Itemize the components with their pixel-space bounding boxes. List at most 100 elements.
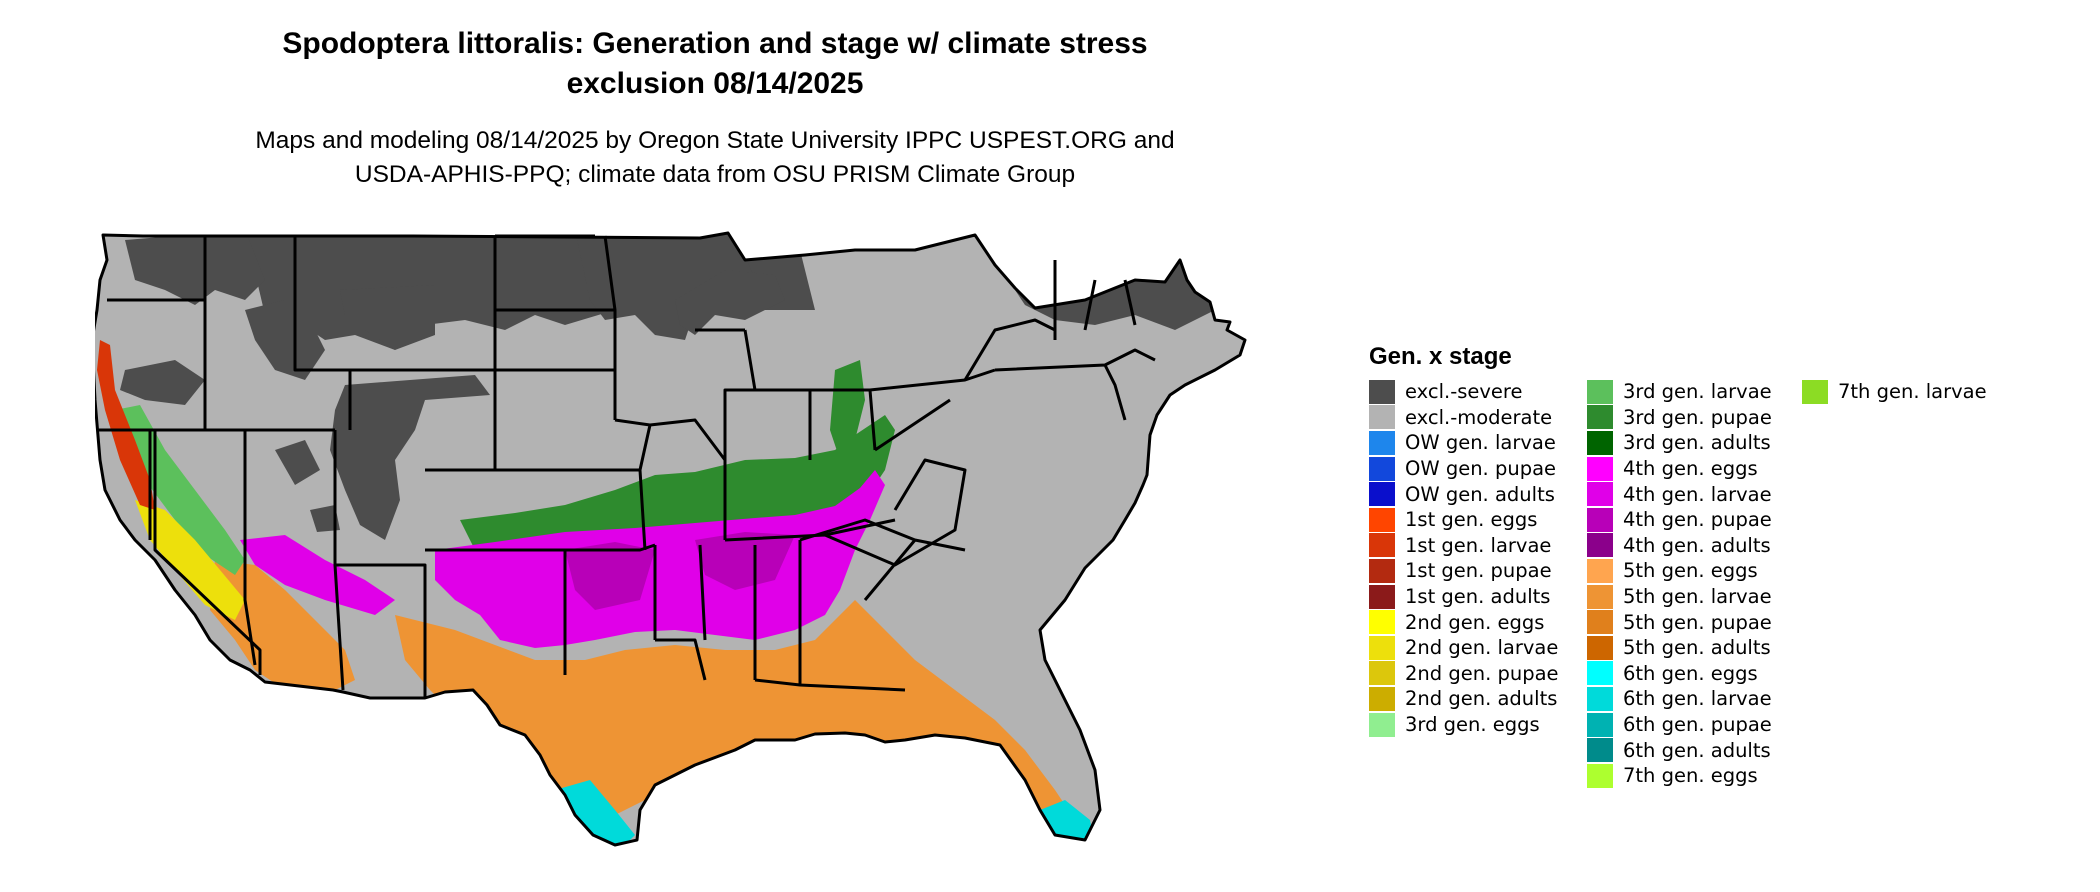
legend-swatch — [1369, 712, 1395, 737]
legend-item: 3rd gen. eggs — [1369, 712, 1559, 738]
severe-northwest — [125, 233, 265, 305]
subtitle-line-1: Maps and modeling 08/14/2025 by Oregon S… — [255, 127, 1175, 154]
legend-item: 6th gen. pupae — [1587, 712, 1772, 738]
severe-oregon-patch — [120, 360, 205, 405]
central-internal-borders — [425, 234, 656, 675]
legend-swatch — [1369, 379, 1395, 404]
legend-label: 6th gen. pupae — [1623, 713, 1772, 737]
legend-label: 3rd gen. adults — [1623, 431, 1771, 455]
legend-item: 5th gen. adults — [1587, 635, 1772, 661]
severe-wisconsin — [675, 270, 785, 335]
legend-swatch — [1587, 686, 1613, 711]
severe-colorado — [330, 375, 490, 540]
gen3-atlantic-coast — [830, 360, 865, 460]
legend-item: 6th gen. adults — [1587, 737, 1772, 763]
legend-item: 4th gen. eggs — [1587, 456, 1772, 482]
us-outline — [95, 231, 1247, 847]
severe-idaho-patch — [245, 300, 325, 380]
gen4-southern-region — [435, 470, 885, 648]
legend-label: 4th gen. eggs — [1623, 457, 1758, 481]
legend-label: 1st gen. pupae — [1405, 559, 1552, 583]
legend-swatch — [1587, 456, 1613, 481]
severe-utah-spots — [275, 440, 340, 532]
legend-item: 3rd gen. larvae — [1587, 379, 1772, 405]
legend-column: 3rd gen. larvae 3rd gen. pupae 3rd gen. ad… — [1587, 379, 1772, 789]
gen6-south-florida — [1040, 800, 1095, 845]
legend-item: 1st gen. eggs — [1369, 507, 1559, 533]
legend-swatch — [1369, 533, 1395, 558]
legend-label: 5th gen. eggs — [1623, 559, 1758, 583]
legend-swatch — [1587, 379, 1613, 404]
legend-item: 1st gen. adults — [1369, 584, 1559, 610]
legend-item: 4th gen. adults — [1587, 533, 1772, 559]
legend-item: 5th gen. larvae — [1587, 584, 1772, 610]
legend-label: 3rd gen. eggs — [1405, 713, 1540, 737]
legend-label: OW gen. adults — [1405, 482, 1555, 506]
legend-item: 4th gen. larvae — [1587, 481, 1772, 507]
legend-item: 2nd gen. eggs — [1369, 609, 1559, 635]
legend-swatch — [1587, 661, 1613, 686]
legend-swatch — [1587, 584, 1613, 609]
legend-label: 2nd gen. adults — [1405, 687, 1558, 711]
legend-swatch — [1369, 456, 1395, 481]
legend-item: 3rd gen. adults — [1587, 430, 1772, 456]
legend-label: excl.-moderate — [1405, 405, 1553, 429]
legend-item: 2nd gen. pupae — [1369, 661, 1559, 687]
legend-item: 4th gen. pupae — [1587, 507, 1772, 533]
map-subtitle: Maps and modeling 08/14/2025 by Oregon S… — [150, 124, 1280, 192]
legend-swatch — [1369, 584, 1395, 609]
legend-label: 1st gen. eggs — [1405, 508, 1538, 532]
legend-label: 4th gen. adults — [1623, 533, 1771, 557]
legend-swatch — [1369, 686, 1395, 711]
legend-label: 6th gen. eggs — [1623, 661, 1758, 685]
legend-swatch — [1369, 507, 1395, 532]
legend-item: excl.-severe — [1369, 379, 1559, 405]
legend-label: 3rd gen. larvae — [1623, 380, 1772, 404]
gen6-south-texas — [555, 780, 635, 845]
legend-item: 6th gen. larvae — [1587, 686, 1772, 712]
legend-item: 1st gen. pupae — [1369, 558, 1559, 584]
legend-label: 6th gen. adults — [1623, 738, 1771, 762]
legend-swatch — [1587, 405, 1613, 430]
legend-title: Gen. x stage — [1369, 343, 1512, 370]
legend-item: excl.-moderate — [1369, 405, 1559, 431]
legend-item: 2nd gen. larvae — [1369, 635, 1559, 661]
legend-label: 2nd gen. eggs — [1405, 610, 1545, 634]
legend-swatch — [1587, 558, 1613, 583]
legend-label: 7th gen. eggs — [1623, 764, 1758, 788]
legend-item: 3rd gen. pupae — [1587, 405, 1772, 431]
legend-label: 5th gen. adults — [1623, 636, 1771, 660]
legend-label: 1st gen. larvae — [1405, 533, 1552, 557]
legend-item: 7th gen. eggs — [1587, 763, 1772, 789]
northeast-internal-borders — [963, 260, 1156, 421]
legend-swatch — [1587, 430, 1613, 455]
legend-column: excl.-severe excl.-moderate OW gen. larvae… — [1369, 379, 1559, 737]
legend-swatch — [1587, 635, 1613, 660]
legend-swatch — [1369, 558, 1395, 583]
legend-label: 2nd gen. pupae — [1405, 661, 1559, 685]
legend-swatch — [1369, 661, 1395, 686]
legend-label: 1st gen. adults — [1405, 585, 1551, 609]
legend-label: OW gen. pupae — [1405, 457, 1557, 481]
legend-swatch — [1369, 635, 1395, 660]
title-line-2: exclusion 08/14/2025 — [566, 67, 864, 100]
legend-item: OW gen. pupae — [1369, 456, 1559, 482]
subtitle-line-2: USDA-APHIS-PPQ; climate data from OSU PR… — [354, 161, 1076, 188]
legend-item: OW gen. adults — [1369, 481, 1559, 507]
state-borders — [95, 231, 1247, 847]
legend-label: 4th gen. pupae — [1623, 508, 1772, 532]
legend-item: OW gen. larvae — [1369, 430, 1559, 456]
legend-label: 6th gen. larvae — [1623, 687, 1772, 711]
legend-item: 6th gen. eggs — [1587, 661, 1772, 687]
legend-column: 7th gen. larvae — [1802, 379, 1987, 405]
legend-item: 7th gen. larvae — [1802, 379, 1987, 405]
legend-item: 5th gen. eggs — [1587, 558, 1772, 584]
legend-label: 2nd gen. larvae — [1405, 636, 1559, 660]
legend-item: 1st gen. larvae — [1369, 533, 1559, 559]
legend-item: 2nd gen. adults — [1369, 686, 1559, 712]
legend-label: 5th gen. pupae — [1623, 610, 1772, 634]
legend-swatch — [1369, 610, 1395, 635]
legend-swatch — [1587, 712, 1613, 737]
legend-swatch — [1587, 533, 1613, 558]
legend-label: 3rd gen. pupae — [1623, 405, 1772, 429]
